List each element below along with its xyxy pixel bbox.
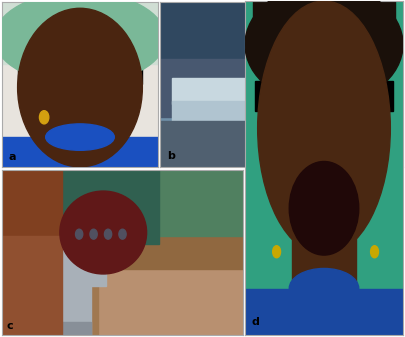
Bar	[2, 170, 62, 236]
Bar	[75, 227, 142, 241]
Bar	[38, 170, 159, 244]
Bar	[172, 78, 391, 104]
Bar	[18, 68, 143, 84]
Ellipse shape	[289, 161, 359, 255]
Ellipse shape	[371, 246, 379, 258]
Ellipse shape	[289, 269, 359, 309]
Bar	[160, 2, 403, 76]
Bar	[254, 81, 394, 111]
Ellipse shape	[18, 8, 143, 167]
Bar	[86, 244, 106, 285]
Bar	[75, 170, 243, 269]
Ellipse shape	[46, 124, 114, 150]
Bar	[253, 1, 395, 61]
Bar	[49, 116, 111, 145]
Text: a: a	[8, 152, 16, 162]
Text: b: b	[167, 151, 175, 160]
Ellipse shape	[75, 229, 83, 239]
Bar	[134, 170, 243, 236]
Ellipse shape	[60, 191, 147, 274]
Bar	[245, 288, 403, 335]
Ellipse shape	[90, 229, 97, 239]
Ellipse shape	[39, 111, 49, 124]
Bar	[2, 170, 98, 335]
Text: d: d	[252, 317, 259, 327]
Bar	[2, 137, 158, 167]
Bar	[2, 236, 62, 335]
Ellipse shape	[258, 1, 390, 255]
Bar	[296, 218, 352, 232]
Ellipse shape	[245, 0, 403, 105]
Bar	[62, 244, 91, 335]
Ellipse shape	[0, 0, 166, 84]
Text: c: c	[7, 321, 13, 331]
Ellipse shape	[104, 229, 112, 239]
Ellipse shape	[119, 229, 126, 239]
Bar	[62, 322, 91, 335]
Ellipse shape	[273, 246, 281, 258]
Bar	[296, 178, 352, 191]
Bar	[2, 2, 158, 64]
Bar	[160, 59, 403, 117]
Bar	[172, 101, 391, 121]
Bar	[292, 218, 356, 285]
Bar	[160, 121, 403, 167]
